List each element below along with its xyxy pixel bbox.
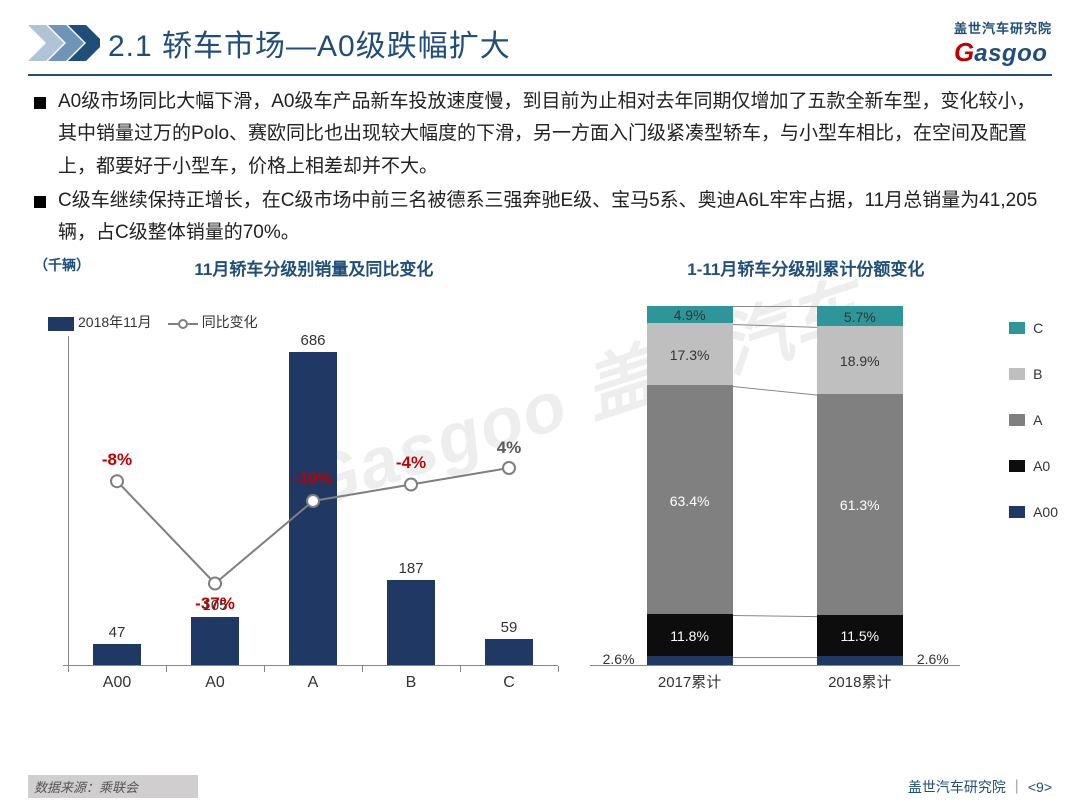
segment-label: 2.6%	[603, 651, 635, 667]
segment: 2.6%	[647, 656, 733, 665]
legend-label-bar: 2018年11月	[78, 314, 152, 330]
category-label: 2017累计	[658, 671, 721, 692]
segment: 63.4%	[647, 385, 733, 613]
segment-label: 61.3%	[840, 497, 880, 513]
legend-item: B	[1009, 366, 1058, 382]
pct-change-label: -37%	[195, 594, 235, 614]
legend-swatch	[1009, 322, 1025, 334]
header: 2.1 轿车市场—A0级跌幅扩大 盖世汽车研究院 G asgoo	[28, 18, 1052, 76]
chart1-unit: （千辆）	[34, 255, 90, 275]
category-label: C	[503, 674, 515, 692]
segment-label: 11.5%	[840, 628, 879, 644]
page-title: 2.1 轿车市场—A0级跌幅扩大	[108, 21, 511, 65]
pct-change-label: -10%	[293, 469, 333, 489]
segment: 18.9%	[817, 326, 903, 394]
category-label: A0	[205, 674, 225, 692]
segment: 11.5%	[817, 615, 903, 656]
stacked-bar: 2.6% 11.8% 63.4% 17.3% 4.9%	[647, 305, 733, 665]
legend-label: A	[1033, 412, 1042, 428]
legend-label-line: 同比变化	[202, 314, 258, 330]
segment-label: 2.6%	[917, 651, 949, 667]
segment: 17.3%	[647, 323, 733, 385]
legend-swatch-bar	[48, 317, 74, 331]
segment: 11.8%	[647, 614, 733, 656]
segment: 2.6%	[817, 656, 903, 665]
category-label: A	[308, 674, 319, 692]
page-number: 盖世汽车研究院｜<9>	[908, 777, 1052, 797]
chart1-legend: 2018年11月 同比变化	[48, 312, 258, 332]
bullet-item: C级车继续保持正增长，在C级市场中前三名被德系三强奔驰E级、宝马5系、奥迪A6L…	[32, 185, 1048, 250]
legend-swatch	[1009, 368, 1025, 380]
chart1: 2018年11月 同比变化 47A00105A0686A187B59C-8%-3…	[28, 286, 560, 716]
chart2-title: 1-11月轿车分级别累计份额变化	[560, 255, 1052, 280]
pct-change-label: -4%	[396, 453, 426, 473]
legend-label: C	[1033, 320, 1043, 336]
category-label: A00	[103, 674, 131, 692]
bullet-list: A0级市场同比大幅下滑，A0级车产品新车投放速度慢，到目前为止相对去年同期仅增加…	[32, 86, 1048, 249]
footer: 数据来源：乘联会 盖世汽车研究院｜<9>	[0, 775, 1080, 798]
segment: 5.7%	[817, 306, 903, 327]
logo-cn: 盖世汽车研究院	[954, 18, 1052, 37]
segment-label: 5.7%	[844, 309, 876, 325]
legend-label: B	[1033, 366, 1042, 382]
legend-swatch	[1009, 414, 1025, 426]
arrow-decoration-icon	[28, 25, 100, 61]
chart1-title: 11月轿车分级别销量及同比变化	[28, 255, 560, 280]
legend-item: C	[1009, 320, 1058, 336]
category-label: 2018累计	[828, 671, 891, 692]
legend-swatch	[1009, 460, 1025, 472]
legend-label: A0	[1033, 458, 1050, 474]
pct-change-label: -8%	[102, 450, 132, 470]
bullet-item: A0级市场同比大幅下滑，A0级车产品新车投放速度慢，到目前为止相对去年同期仅增加…	[32, 86, 1048, 183]
data-source: 数据来源：乘联会	[28, 775, 198, 798]
legend-item: A	[1009, 412, 1058, 428]
logo-rest: asgoo	[974, 40, 1047, 68]
chart2: 2.6% 11.8% 63.4% 17.3% 4.9% 2017累计 2.6% 11.5% 61…	[560, 286, 1052, 716]
segment-label: 18.9%	[840, 353, 880, 369]
legend-swatch-line	[168, 319, 198, 329]
pct-change-label: 4%	[497, 438, 522, 458]
legend-swatch	[1009, 506, 1025, 518]
chart2-legend: C B A A0 A00	[1009, 320, 1058, 550]
segment-label: 17.3%	[670, 347, 710, 363]
segment-label: 63.4%	[670, 493, 710, 509]
segment: 4.9%	[647, 306, 733, 324]
segment-label: 11.8%	[670, 628, 709, 644]
segment-label: 4.9%	[674, 307, 706, 323]
segment: 61.3%	[817, 394, 903, 615]
logo: 盖世汽车研究院 G asgoo	[954, 18, 1052, 68]
category-label: B	[406, 674, 417, 692]
stacked-bar: 2.6% 11.5% 61.3% 18.9% 5.7%	[817, 305, 903, 665]
legend-item: A00	[1009, 504, 1058, 520]
logo-g: G	[954, 37, 974, 68]
legend-item: A0	[1009, 458, 1058, 474]
legend-label: A00	[1033, 504, 1058, 520]
